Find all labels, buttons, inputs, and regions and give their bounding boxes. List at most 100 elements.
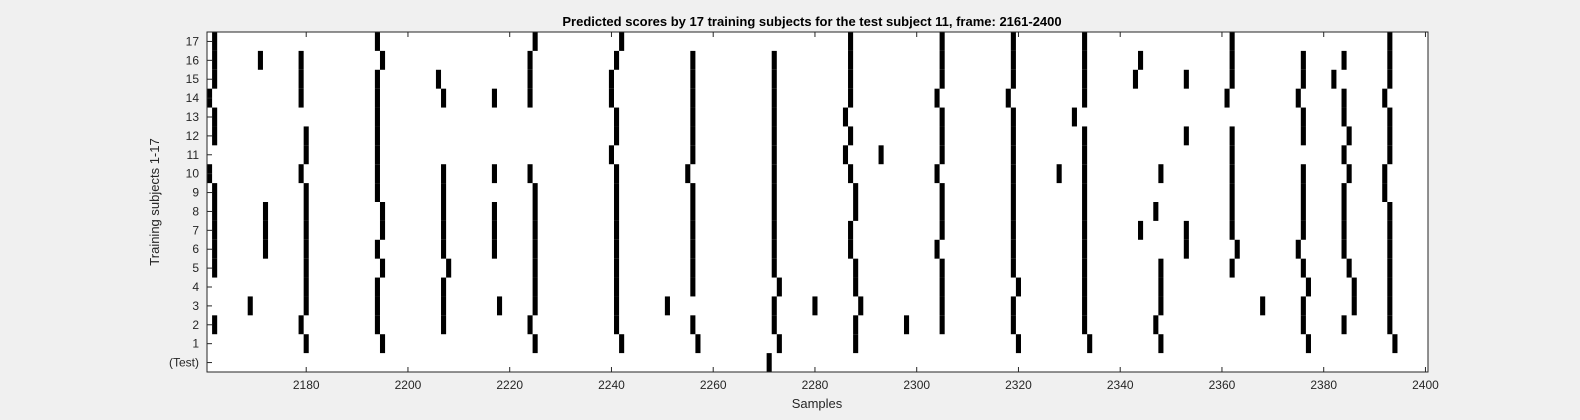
- event-mark: [1229, 183, 1235, 202]
- event-mark: [1295, 239, 1301, 259]
- event-mark: [939, 258, 945, 278]
- event-mark: [1346, 258, 1352, 278]
- event-mark: [1082, 220, 1088, 240]
- x-tick-label: 2300: [903, 378, 930, 392]
- event-mark: [690, 50, 696, 70]
- event-mark: [212, 239, 218, 259]
- event-mark: [771, 69, 777, 89]
- event-mark: [441, 220, 447, 240]
- event-mark: [303, 334, 309, 354]
- event-mark: [1387, 220, 1393, 240]
- event-mark: [690, 107, 696, 127]
- event-mark: [1082, 315, 1088, 335]
- event-mark: [1346, 126, 1352, 146]
- event-mark: [212, 107, 218, 127]
- event-mark: [1300, 315, 1306, 335]
- event-mark: [1234, 239, 1240, 259]
- event-mark: [1158, 164, 1164, 184]
- event-mark: [441, 88, 447, 108]
- event-mark: [1183, 220, 1189, 240]
- event-mark: [1351, 296, 1357, 316]
- event-mark: [858, 296, 864, 316]
- event-mark: [1300, 220, 1306, 240]
- event-mark: [1153, 315, 1159, 335]
- event-mark: [1341, 183, 1347, 202]
- event-mark: [1010, 258, 1016, 278]
- plot-area: [207, 32, 1428, 372]
- event-mark: [848, 32, 854, 51]
- event-mark: [776, 277, 782, 297]
- event-mark: [842, 145, 849, 165]
- event-mark: [303, 126, 309, 146]
- event-mark: [1056, 164, 1062, 184]
- event-mark: [1305, 277, 1311, 297]
- event-mark: [848, 88, 854, 108]
- event-marks: [207, 32, 1398, 372]
- event-mark: [614, 202, 620, 221]
- y-tick-label: 5: [192, 261, 199, 275]
- event-mark: [776, 334, 782, 354]
- event-mark: [441, 296, 447, 316]
- event-mark: [1387, 202, 1393, 221]
- event-mark: [695, 334, 701, 354]
- event-mark: [1229, 69, 1235, 89]
- event-mark: [1082, 126, 1088, 146]
- event-mark: [212, 32, 218, 51]
- event-mark: [379, 50, 386, 70]
- event-mark: [771, 88, 777, 108]
- event-mark: [690, 315, 696, 335]
- event-mark: [491, 202, 497, 221]
- event-mark: [441, 315, 447, 335]
- event-mark: [939, 315, 945, 335]
- event-mark: [939, 183, 945, 202]
- event-mark: [212, 183, 218, 202]
- y-tick-label: (Test): [169, 356, 199, 370]
- event-mark: [1229, 32, 1235, 51]
- event-mark: [262, 202, 269, 221]
- event-mark: [262, 220, 269, 240]
- event-mark: [532, 277, 538, 297]
- event-mark: [771, 107, 777, 127]
- y-tick-label: 2: [192, 318, 199, 332]
- event-mark: [1295, 88, 1301, 108]
- event-mark: [1087, 334, 1093, 354]
- event-mark: [298, 50, 304, 70]
- event-mark: [374, 145, 380, 165]
- event-mark: [1300, 258, 1306, 278]
- event-mark: [614, 50, 620, 70]
- event-mark: [1082, 183, 1088, 202]
- event-mark: [690, 145, 696, 165]
- event-mark: [532, 32, 538, 51]
- event-mark: [1138, 220, 1144, 240]
- event-mark: [853, 183, 859, 202]
- event-mark: [1158, 334, 1164, 354]
- y-tick-label: 4: [192, 280, 199, 294]
- event-mark: [1082, 239, 1088, 259]
- event-mark: [435, 69, 442, 89]
- event-mark: [614, 296, 620, 316]
- event-mark: [1082, 88, 1088, 108]
- event-mark: [690, 202, 696, 221]
- event-mark: [771, 258, 777, 278]
- event-mark: [303, 296, 309, 316]
- x-tick-label: 2220: [496, 378, 523, 392]
- event-mark: [1229, 50, 1235, 70]
- event-mark: [441, 164, 447, 184]
- event-mark: [1341, 220, 1347, 240]
- event-mark: [1387, 296, 1393, 316]
- event-mark: [527, 69, 533, 89]
- event-mark: [1300, 296, 1306, 316]
- event-mark: [1183, 239, 1189, 259]
- event-mark: [771, 145, 777, 165]
- x-tick-label: 2240: [598, 378, 625, 392]
- event-mark: [441, 202, 447, 221]
- event-mark: [1010, 220, 1016, 240]
- event-mark: [1341, 107, 1347, 127]
- event-mark: [1382, 88, 1388, 108]
- event-mark: [212, 315, 218, 335]
- event-mark: [1351, 277, 1357, 297]
- event-mark: [1387, 239, 1393, 259]
- event-mark: [934, 88, 940, 108]
